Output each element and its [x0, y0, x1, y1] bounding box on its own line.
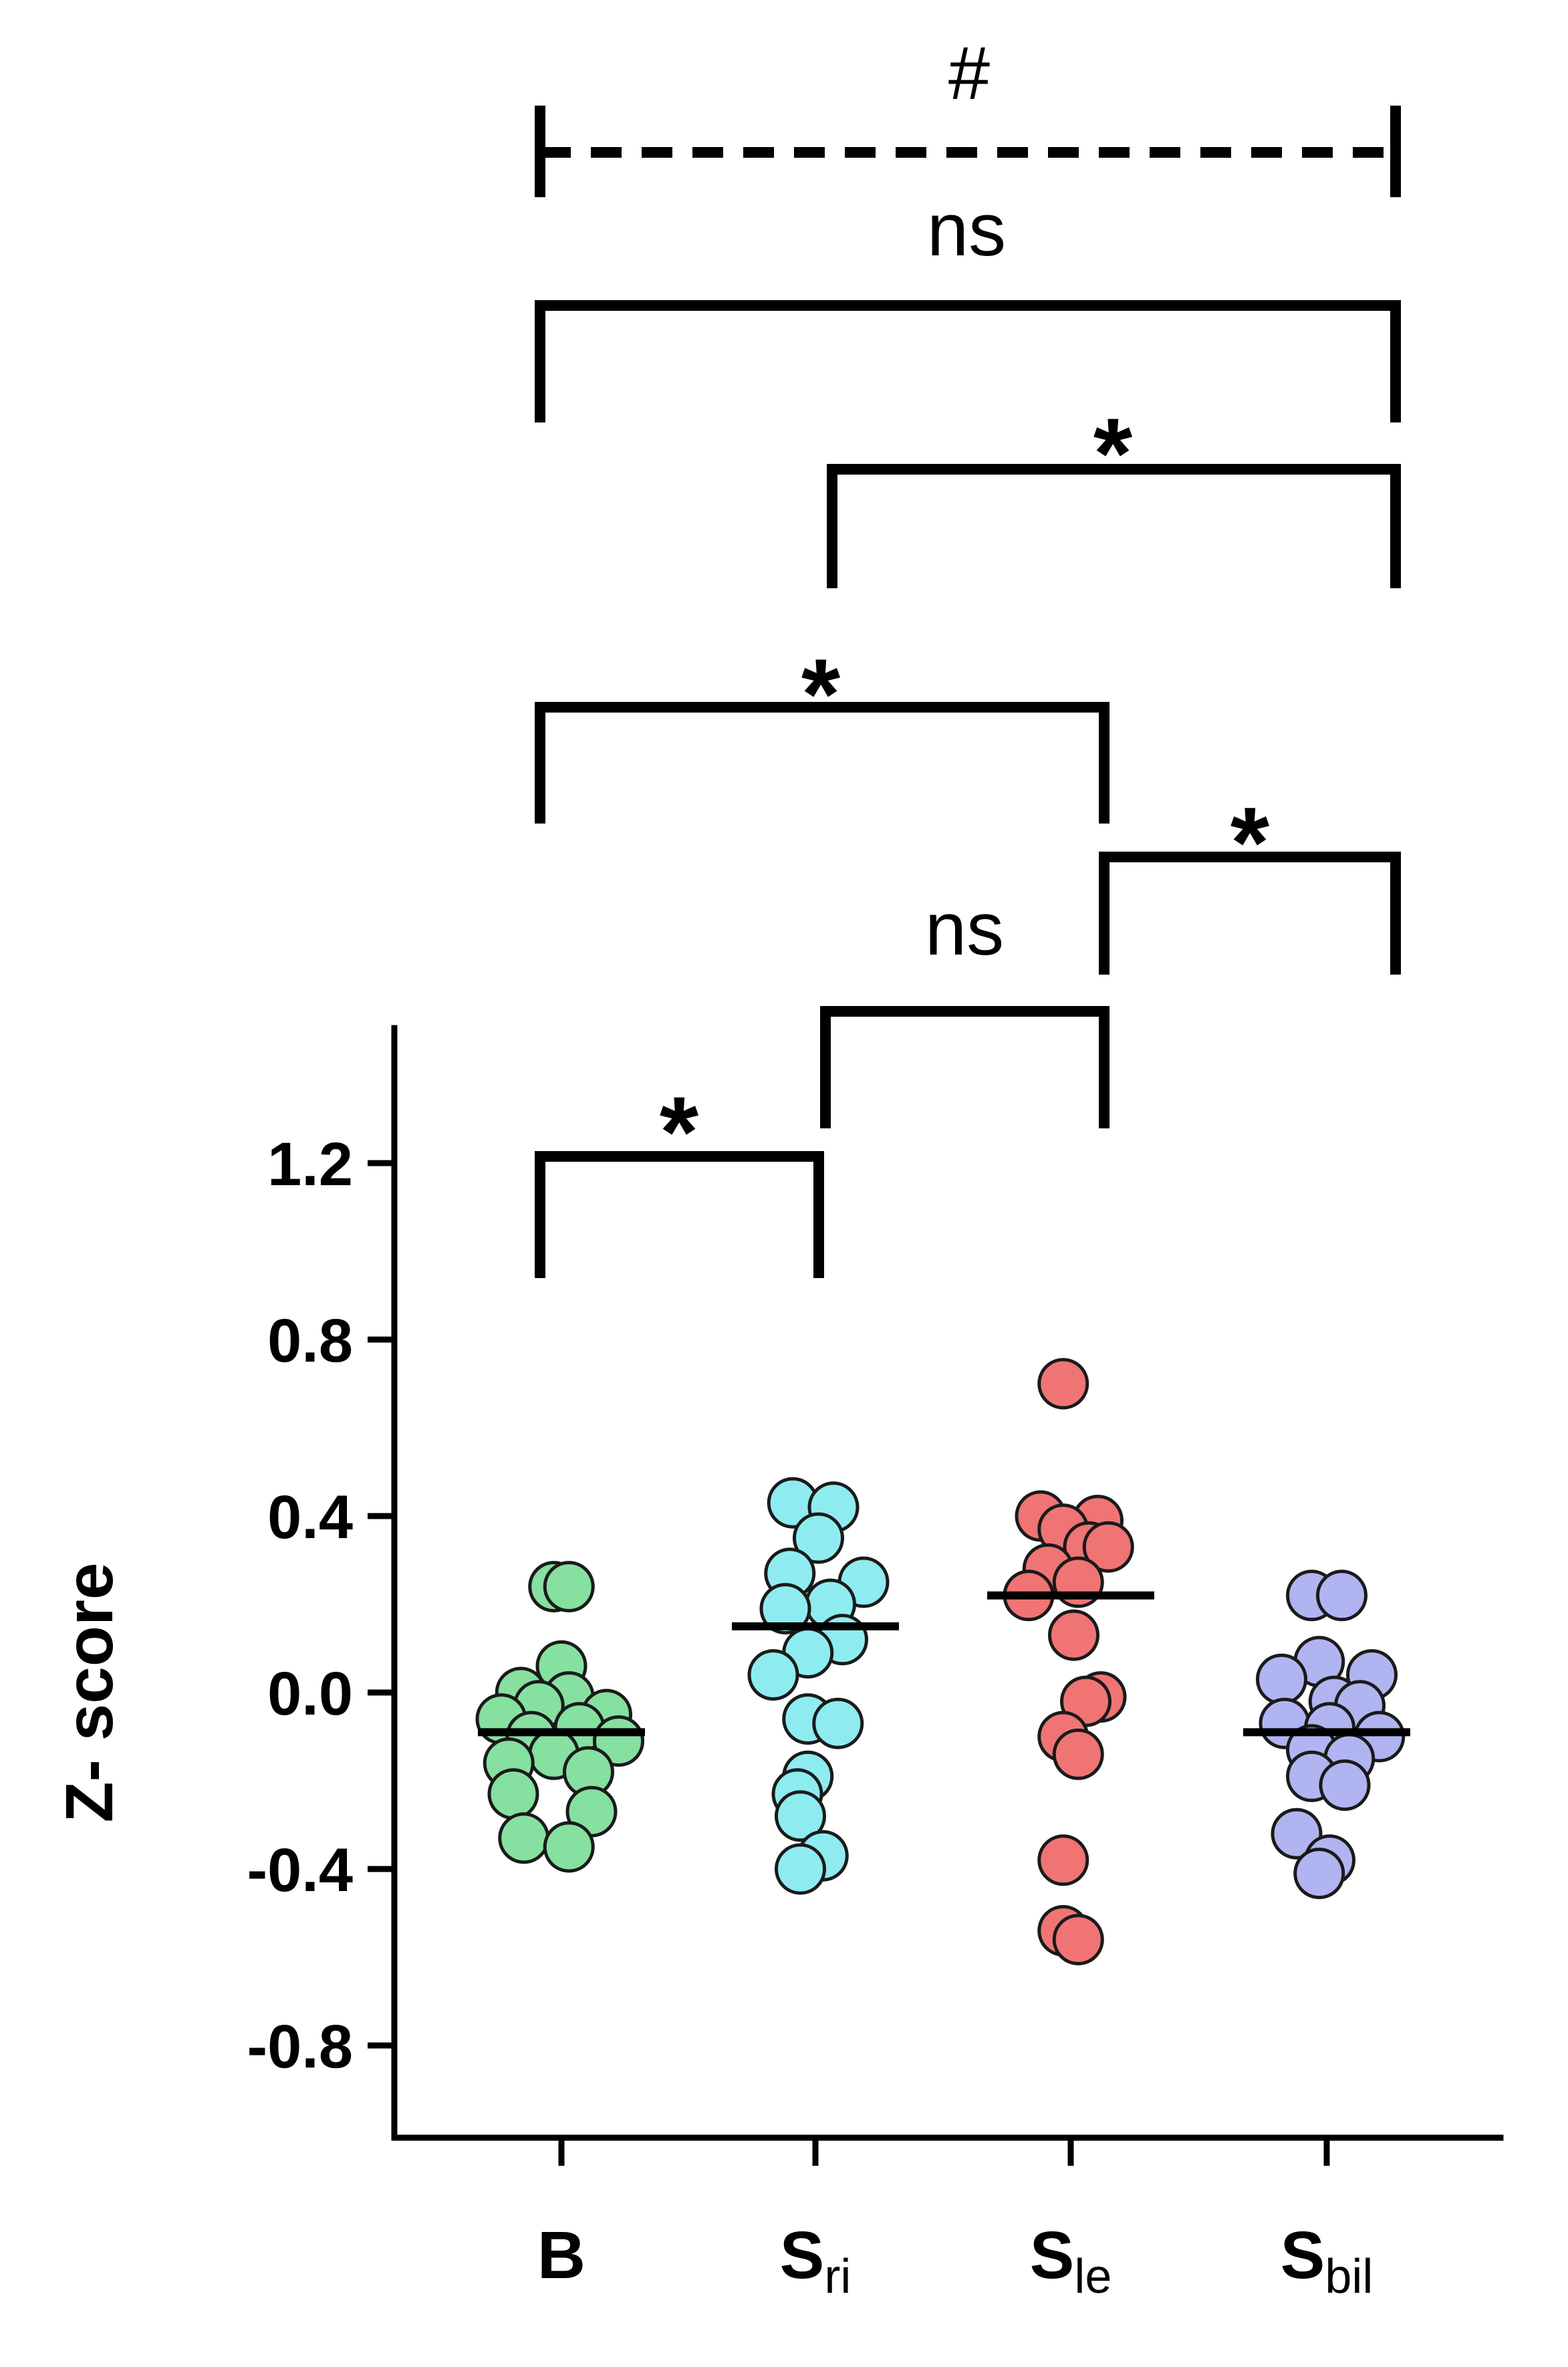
y-tick-label: -0.8: [247, 2013, 353, 2081]
x-tick-label: B: [537, 2218, 585, 2293]
y-axis-title: Z- score: [52, 1562, 127, 1822]
data-point: [543, 1561, 595, 1613]
significance-bracket: [820, 1006, 1109, 1128]
y-tick-label: 0.8: [267, 1307, 353, 1375]
significance-bracket: [827, 464, 1401, 588]
x-tick-label: Sbil: [1281, 2218, 1374, 2303]
data-point: [487, 1768, 539, 1820]
significance-brackets: * ns * * * ns #: [535, 31, 1401, 1278]
data-point: [775, 1790, 826, 1842]
significance-bracket: [1099, 852, 1401, 975]
data-point: [1316, 1570, 1367, 1622]
x-tick-label: Sle: [1030, 2218, 1112, 2303]
significance-label: #: [948, 31, 990, 115]
data-point: [1052, 1914, 1104, 1966]
significance-label: ns: [927, 188, 1006, 271]
data-point: [793, 1512, 844, 1564]
x-tick-label: Sri: [780, 2218, 852, 2303]
data-point: [543, 1821, 595, 1873]
data-point: [498, 1812, 550, 1864]
significance-bracket: [535, 1151, 824, 1278]
data-point: [1037, 1834, 1089, 1886]
data-point: [747, 1649, 799, 1701]
data-point: [1037, 1358, 1089, 1410]
y-tick-label: 0.0: [267, 1660, 353, 1728]
data-point: [1293, 1848, 1345, 1900]
significance-bracket: [535, 300, 1401, 422]
y-tick-label: -0.4: [247, 1836, 353, 1904]
significance-label: *: [801, 638, 841, 750]
y-tick-label: 0.4: [267, 1483, 353, 1551]
significance-label: ns: [925, 887, 1004, 971]
data-point: [775, 1843, 826, 1895]
data-point: [1082, 1521, 1134, 1573]
x-ticks: B Sri Sle Sbil: [537, 2138, 1373, 2303]
data-point: [1048, 1609, 1099, 1661]
data-point: [1256, 1653, 1307, 1705]
data-points: [475, 1358, 1406, 1966]
data-point: [759, 1583, 811, 1635]
significance-label: *: [1230, 786, 1270, 898]
mean-lines: [478, 1591, 1410, 1737]
significance-label: *: [660, 1076, 699, 1188]
data-point: [812, 1697, 864, 1749]
y-tick-label: 1.2: [267, 1130, 353, 1199]
y-ticks: 1.2 0.8 0.4 0.0 -0.4 -0.8: [247, 1130, 394, 2081]
data-point: [1052, 1728, 1104, 1780]
axes: [391, 1025, 1504, 2141]
significance-label: *: [1093, 397, 1133, 509]
significance-bracket: [535, 702, 1109, 824]
data-point: [1319, 1759, 1371, 1812]
